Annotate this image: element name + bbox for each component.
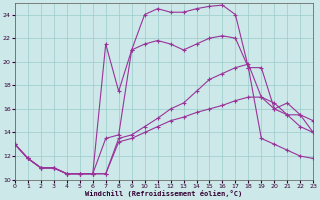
X-axis label: Windchill (Refroidissement éolien,°C): Windchill (Refroidissement éolien,°C) <box>85 190 243 197</box>
